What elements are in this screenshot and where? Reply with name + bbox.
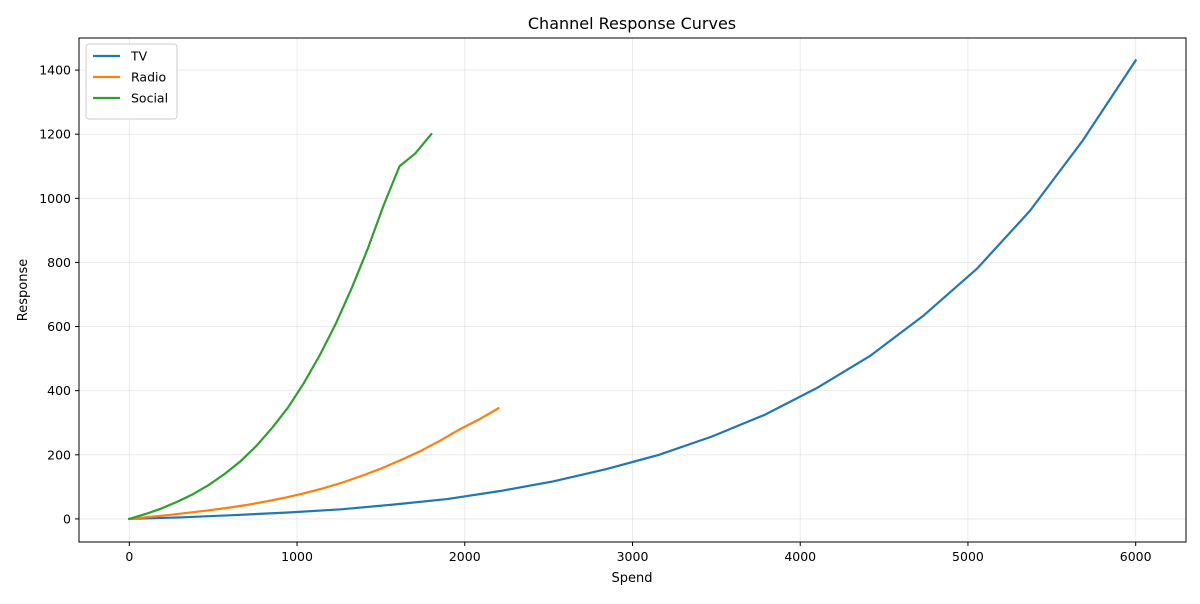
x-axis-label: Spend	[612, 571, 653, 586]
legend-label-social: Social	[131, 91, 168, 106]
y-tick-label: 1200	[39, 127, 71, 142]
grid	[79, 38, 1186, 542]
legend-label-tv: TV	[130, 49, 148, 64]
y-tick-label: 400	[47, 383, 71, 398]
x-tick-label: 3000	[617, 549, 649, 564]
y-tick-label: 600	[47, 319, 71, 334]
axis-ticks: 0 1000 2000 3000 4000 5000 6000 0 200 400 600 800 10…	[39, 63, 1151, 564]
legend-label-radio: Radio	[131, 70, 166, 85]
y-tick-label: 200	[47, 447, 71, 462]
y-tick-label: 1400	[39, 63, 71, 78]
x-tick-label: 6000	[1120, 549, 1152, 564]
x-tick-label: 2000	[449, 549, 481, 564]
series-line-radio	[128, 406, 500, 521]
y-tick-label: 0	[63, 511, 71, 526]
y-tick-label: 1000	[39, 191, 71, 206]
legend-box	[85, 43, 178, 120]
x-tick-label: 4000	[784, 549, 816, 564]
x-tick-label: 1000	[281, 549, 313, 564]
y-tick-label: 800	[47, 255, 71, 270]
legend: TV Radio Social	[85, 43, 178, 120]
y-axis-label: Response	[16, 259, 31, 321]
series-line-tv	[128, 58, 1138, 521]
x-tick-label: 0	[125, 549, 133, 564]
series-lines	[127, 58, 1138, 521]
chart-title: Channel Response Curves	[528, 14, 736, 33]
x-tick-label: 5000	[952, 549, 984, 564]
series-line-social	[127, 132, 433, 521]
